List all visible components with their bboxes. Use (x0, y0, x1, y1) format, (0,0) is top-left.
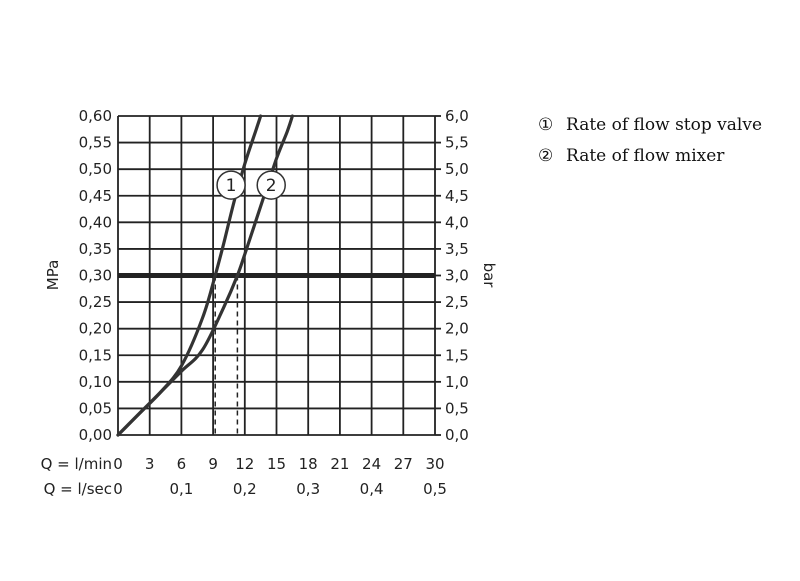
y-right-tick-label: 5,0 (445, 160, 469, 178)
x-primary-tick-label: 12 (235, 455, 254, 473)
y-right-tick-label: 1,5 (445, 346, 469, 364)
y-right-tick-label: 4,5 (445, 187, 469, 205)
x-primary-tick-label: 15 (267, 455, 286, 473)
y-right-axis-title: bar (480, 263, 498, 289)
y-left-tick-label: 0,25 (79, 293, 112, 311)
y-right-tick-label: 6,0 (445, 107, 469, 125)
curve-marker-circle (256, 170, 286, 200)
x-secondary-tick-label: 0,2 (233, 480, 257, 498)
x-primary-tick-label: 18 (299, 455, 318, 473)
y-left-tick-label: 0,60 (79, 107, 112, 125)
chart-legend: ① Rate of flow stop valve ② Rate of flow mi… (538, 115, 762, 166)
x-primary-axis-title: Q = l/min (41, 455, 112, 473)
y-right-tick-label: 5,5 (445, 134, 469, 152)
x-secondary-tick-label: 0,5 (423, 480, 447, 498)
x-primary-tick-label: 27 (394, 455, 413, 473)
y-left-tick-label: 0,00 (79, 426, 112, 444)
y-right-tick-label: 2,0 (445, 320, 469, 338)
y-right-tick-label: 2,5 (445, 293, 469, 311)
y-right-tick-label: 3,0 (445, 267, 469, 285)
legend-entry-label: Rate of flow mixer (566, 146, 725, 166)
x-primary-tick-label: 9 (208, 455, 218, 473)
series-line-2 (116, 114, 294, 437)
legend-symbol: ① (538, 115, 553, 135)
y-left-tick-label: 0,45 (79, 187, 112, 205)
x-primary-tick-label: 24 (362, 455, 381, 473)
y-left-tick-label: 0,15 (79, 346, 112, 364)
x-secondary-tick-label: 0,1 (169, 480, 193, 498)
y-left-tick-label: 0,35 (79, 240, 112, 258)
x-primary-tick-label: 6 (177, 455, 187, 473)
chart-grid (117, 115, 441, 436)
y-left-axis-title: MPa (44, 260, 62, 291)
y-right-tick-label: 0,0 (445, 426, 469, 444)
y-left-tick-label: 0,50 (79, 160, 112, 178)
curve-marker-label: 2 (266, 176, 277, 196)
curve-marker-label: 1 (226, 176, 237, 196)
x-secondary-tick-label: 0,3 (296, 480, 320, 498)
x-secondary-tick-label: 0,4 (360, 480, 384, 498)
y-left-tick-label: 0,05 (79, 399, 112, 417)
x-primary-tick-label: 3 (145, 455, 155, 473)
y-left-tick-label: 0,30 (79, 267, 112, 285)
x-primary-tick-label: 0 (113, 455, 123, 473)
x-secondary-tick-label: 0 (113, 480, 123, 498)
y-left-tick-label: 0,10 (79, 373, 112, 391)
y-right-tick-label: 3,5 (445, 240, 469, 258)
y-right-tick-label: 0,5 (445, 399, 469, 417)
y-left-tick-label: 0,55 (79, 134, 112, 152)
y-right-tick-label: 4,0 (445, 213, 469, 231)
legend-symbol: ② (538, 146, 553, 166)
x-primary-tick-label: 30 (425, 455, 444, 473)
y-left-tick-label: 0,20 (79, 320, 112, 338)
x-secondary-axis-title: Q = l/sec (44, 480, 112, 498)
x-primary-tick-label: 21 (330, 455, 349, 473)
y-left-tick-label: 0,40 (79, 213, 112, 231)
y-right-tick-label: 1,0 (445, 373, 469, 391)
legend-entry-label: Rate of flow stop valve (566, 115, 762, 135)
chart-labels: 0,000,050,100,150,200,250,300,350,400,45… (41, 107, 498, 498)
curve-marker-circle (216, 170, 246, 200)
